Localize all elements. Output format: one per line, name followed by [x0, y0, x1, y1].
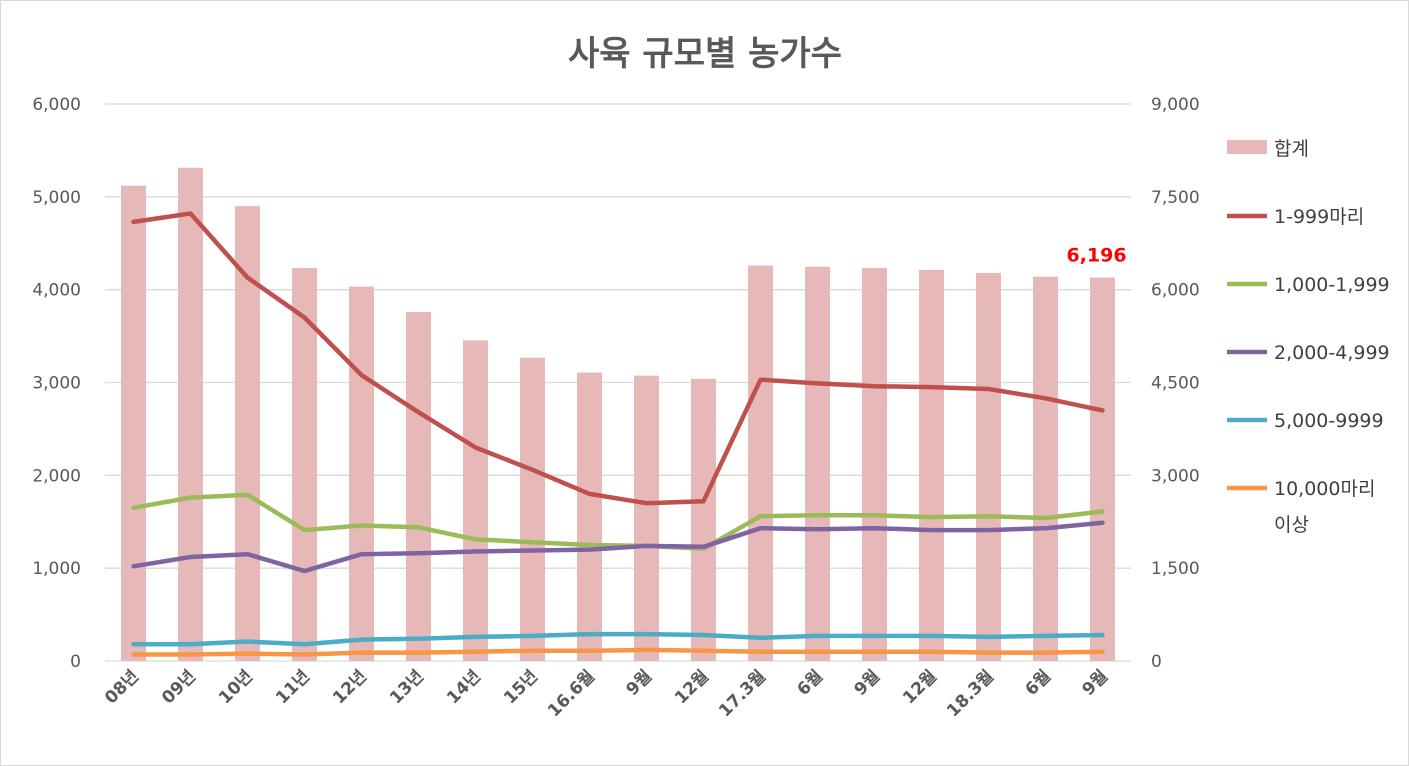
- y-right-tick-label: 9,000: [1151, 95, 1200, 115]
- legend-label: 이상: [1274, 514, 1309, 536]
- x-tick-label: 15년: [500, 666, 542, 708]
- y-right-tick-label: 1,500: [1151, 559, 1200, 579]
- x-tick-label: 11년: [272, 666, 314, 708]
- bar-total: [121, 185, 146, 661]
- series-line: [131, 647, 1105, 657]
- y-left-tick-label: 3,000: [32, 374, 81, 394]
- legend-label: 1-999마리: [1274, 206, 1364, 228]
- y-right-tick-label: 3,000: [1151, 466, 1200, 486]
- x-tick-label: 10년: [215, 666, 257, 708]
- bar-total: [976, 272, 1001, 661]
- x-tick-label: 16.6월: [544, 666, 599, 721]
- bar-total: [862, 268, 887, 661]
- bar-total: [1033, 276, 1058, 661]
- x-axis: 08년 09년 10년 11년 12년 13년 14년 15년 16.6월 9월 12월 17.3월 6…: [101, 666, 1112, 721]
- annotation-last-total: 6,196: [1066, 245, 1126, 267]
- x-tick-label: 12월: [671, 666, 713, 708]
- series-line: [131, 492, 1105, 551]
- bar-total: [520, 357, 545, 661]
- chart-title: 사육 규모별 농가수: [568, 34, 842, 74]
- legend-label: 5,000-9999: [1274, 410, 1384, 432]
- legend-swatch: [1227, 140, 1267, 154]
- x-tick-label: 14년: [443, 666, 485, 708]
- y-left-tick-label: 2,000: [32, 466, 81, 486]
- x-tick-label: 6월: [1021, 666, 1055, 700]
- series-lines: [131, 211, 1105, 657]
- y-right-tick-label: 6,000: [1151, 281, 1200, 301]
- bar-total: [634, 375, 659, 661]
- legend-label: 1,000-1,999: [1274, 274, 1390, 296]
- y-axis-left: 0 1,000 2,000 3,000 4,000 5,000 6,000: [32, 95, 81, 672]
- bar-total: [691, 378, 716, 661]
- y-left-tick-label: 6,000: [32, 95, 81, 115]
- bar-total: [178, 167, 203, 662]
- bar-total: [805, 266, 830, 661]
- x-tick-label: 9월: [1078, 666, 1112, 700]
- x-tick-label: 13년: [386, 666, 428, 708]
- series-line: [131, 211, 1105, 506]
- y-left-tick-label: 4,000: [32, 281, 81, 301]
- bar-total: [748, 265, 773, 661]
- x-tick-label: 9월: [622, 666, 656, 700]
- y-right-tick-label: 4,500: [1151, 374, 1200, 394]
- y-left-tick-label: 5,000: [32, 188, 81, 208]
- x-tick-label: 12월: [899, 666, 941, 708]
- y-left-tick-label: 1,000: [32, 559, 81, 579]
- legend-label: 합계: [1274, 138, 1309, 160]
- x-tick-label: 9월: [850, 666, 884, 700]
- bar-total: [292, 268, 317, 661]
- grid-lines: [105, 103, 1131, 662]
- bar-total: [349, 286, 374, 661]
- x-tick-label: 17.3월: [715, 666, 770, 721]
- x-tick-label: 18.3월: [943, 666, 998, 721]
- x-tick-label: 08년: [101, 666, 143, 708]
- y-axis-right: 0 1,500 3,000 4,500 6,000 7,500 9,000: [1151, 95, 1200, 672]
- y-left-tick-label: 0: [70, 652, 81, 672]
- legend-label: 10,000마리: [1274, 478, 1375, 500]
- legend: 합계 1-999마리 1,000-1,999 2,000-4,999 5,000-999…: [1227, 138, 1390, 536]
- bar-total: [577, 372, 602, 661]
- bar-total: [406, 311, 431, 661]
- bar-total: [919, 269, 944, 661]
- x-tick-label: 09년: [158, 666, 200, 708]
- bars-total: [121, 167, 1115, 662]
- legend-label: 2,000-4,999: [1274, 342, 1390, 364]
- bar-total: [463, 340, 488, 661]
- series-line: [131, 520, 1105, 574]
- x-tick-label: 6월: [793, 666, 827, 700]
- y-right-tick-label: 0: [1151, 652, 1162, 672]
- bar-total: [1090, 277, 1115, 661]
- y-right-tick-label: 7,500: [1151, 188, 1200, 208]
- series-line: [131, 631, 1105, 647]
- x-tick-label: 12년: [329, 666, 371, 708]
